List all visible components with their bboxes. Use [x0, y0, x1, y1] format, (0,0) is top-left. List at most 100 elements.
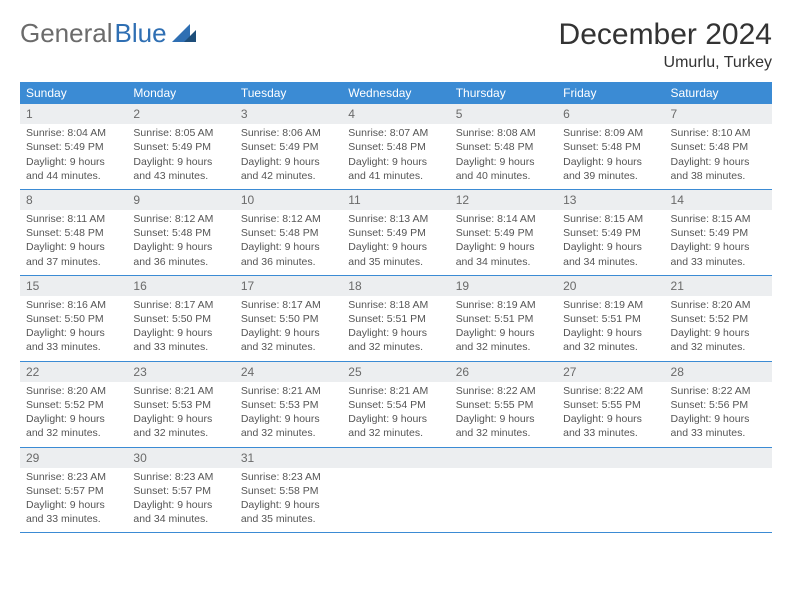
day-number: 12	[450, 190, 557, 210]
cell-body: Sunrise: 8:22 AMSunset: 5:56 PMDaylight:…	[665, 382, 772, 447]
logo-sail-icon	[172, 24, 196, 44]
daylight-text: Daylight: 9 hours and 32 minutes.	[26, 412, 121, 440]
day-header-row: SundayMondayTuesdayWednesdayThursdayFrid…	[20, 82, 772, 104]
cell-body: Sunrise: 8:23 AMSunset: 5:57 PMDaylight:…	[20, 468, 127, 533]
sunrise-text: Sunrise: 8:13 AM	[348, 212, 443, 226]
sunset-text: Sunset: 5:49 PM	[671, 226, 766, 240]
calendar-cell: 24Sunrise: 8:21 AMSunset: 5:53 PMDayligh…	[235, 362, 342, 447]
day-number: 30	[127, 448, 234, 468]
sunset-text: Sunset: 5:53 PM	[241, 398, 336, 412]
daylight-text: Daylight: 9 hours and 32 minutes.	[133, 412, 228, 440]
daylight-text: Daylight: 9 hours and 33 minutes.	[26, 326, 121, 354]
cell-body: Sunrise: 8:21 AMSunset: 5:54 PMDaylight:…	[342, 382, 449, 447]
daylight-text: Daylight: 9 hours and 34 minutes.	[456, 240, 551, 268]
cell-body: Sunrise: 8:17 AMSunset: 5:50 PMDaylight:…	[235, 296, 342, 361]
daylight-text: Daylight: 9 hours and 32 minutes.	[348, 326, 443, 354]
cell-body: Sunrise: 8:18 AMSunset: 5:51 PMDaylight:…	[342, 296, 449, 361]
day-number: 13	[557, 190, 664, 210]
calendar-cell	[665, 448, 772, 533]
sunset-text: Sunset: 5:49 PM	[563, 226, 658, 240]
day-number: 19	[450, 276, 557, 296]
sunrise-text: Sunrise: 8:23 AM	[241, 470, 336, 484]
cell-body: Sunrise: 8:12 AMSunset: 5:48 PMDaylight:…	[127, 210, 234, 275]
day-header: Monday	[127, 82, 234, 104]
day-number	[557, 448, 664, 468]
sunset-text: Sunset: 5:56 PM	[671, 398, 766, 412]
sunset-text: Sunset: 5:53 PM	[133, 398, 228, 412]
day-number	[450, 448, 557, 468]
sunrise-text: Sunrise: 8:15 AM	[671, 212, 766, 226]
calendar-cell	[342, 448, 449, 533]
day-number: 17	[235, 276, 342, 296]
calendar-cell: 20Sunrise: 8:19 AMSunset: 5:51 PMDayligh…	[557, 276, 664, 361]
week-row: 8Sunrise: 8:11 AMSunset: 5:48 PMDaylight…	[20, 190, 772, 276]
day-number: 23	[127, 362, 234, 382]
sunrise-text: Sunrise: 8:17 AM	[133, 298, 228, 312]
cell-body: Sunrise: 8:11 AMSunset: 5:48 PMDaylight:…	[20, 210, 127, 275]
daylight-text: Daylight: 9 hours and 33 minutes.	[671, 240, 766, 268]
sunset-text: Sunset: 5:48 PM	[563, 140, 658, 154]
daylight-text: Daylight: 9 hours and 32 minutes.	[348, 412, 443, 440]
day-number: 7	[665, 104, 772, 124]
sunrise-text: Sunrise: 8:22 AM	[456, 384, 551, 398]
header: GeneralBlue December 2024 Umurlu, Turkey	[20, 18, 772, 72]
sunrise-text: Sunrise: 8:21 AM	[133, 384, 228, 398]
sunset-text: Sunset: 5:57 PM	[133, 484, 228, 498]
sunset-text: Sunset: 5:55 PM	[563, 398, 658, 412]
sunset-text: Sunset: 5:51 PM	[563, 312, 658, 326]
daylight-text: Daylight: 9 hours and 32 minutes.	[241, 326, 336, 354]
cell-body: Sunrise: 8:20 AMSunset: 5:52 PMDaylight:…	[20, 382, 127, 447]
week-row: 15Sunrise: 8:16 AMSunset: 5:50 PMDayligh…	[20, 276, 772, 362]
daylight-text: Daylight: 9 hours and 33 minutes.	[671, 412, 766, 440]
cell-body: Sunrise: 8:21 AMSunset: 5:53 PMDaylight:…	[235, 382, 342, 447]
sunrise-text: Sunrise: 8:22 AM	[563, 384, 658, 398]
calendar-cell: 30Sunrise: 8:23 AMSunset: 5:57 PMDayligh…	[127, 448, 234, 533]
daylight-text: Daylight: 9 hours and 44 minutes.	[26, 155, 121, 183]
sunrise-text: Sunrise: 8:14 AM	[456, 212, 551, 226]
day-header: Friday	[557, 82, 664, 104]
day-number: 2	[127, 104, 234, 124]
cell-body: Sunrise: 8:20 AMSunset: 5:52 PMDaylight:…	[665, 296, 772, 361]
sunrise-text: Sunrise: 8:20 AM	[671, 298, 766, 312]
sunrise-text: Sunrise: 8:23 AM	[133, 470, 228, 484]
sunset-text: Sunset: 5:49 PM	[456, 226, 551, 240]
cell-body: Sunrise: 8:14 AMSunset: 5:49 PMDaylight:…	[450, 210, 557, 275]
calendar-cell	[557, 448, 664, 533]
calendar-cell: 25Sunrise: 8:21 AMSunset: 5:54 PMDayligh…	[342, 362, 449, 447]
sunrise-text: Sunrise: 8:18 AM	[348, 298, 443, 312]
weeks-container: 1Sunrise: 8:04 AMSunset: 5:49 PMDaylight…	[20, 104, 772, 533]
day-number	[342, 448, 449, 468]
calendar-cell: 11Sunrise: 8:13 AMSunset: 5:49 PMDayligh…	[342, 190, 449, 275]
sunset-text: Sunset: 5:48 PM	[241, 226, 336, 240]
daylight-text: Daylight: 9 hours and 33 minutes.	[133, 326, 228, 354]
sunset-text: Sunset: 5:50 PM	[133, 312, 228, 326]
week-row: 22Sunrise: 8:20 AMSunset: 5:52 PMDayligh…	[20, 362, 772, 448]
calendar-cell: 28Sunrise: 8:22 AMSunset: 5:56 PMDayligh…	[665, 362, 772, 447]
cell-body: Sunrise: 8:22 AMSunset: 5:55 PMDaylight:…	[450, 382, 557, 447]
sunset-text: Sunset: 5:52 PM	[26, 398, 121, 412]
calendar-cell: 1Sunrise: 8:04 AMSunset: 5:49 PMDaylight…	[20, 104, 127, 189]
day-number: 5	[450, 104, 557, 124]
daylight-text: Daylight: 9 hours and 33 minutes.	[563, 412, 658, 440]
day-number: 15	[20, 276, 127, 296]
sunset-text: Sunset: 5:49 PM	[348, 226, 443, 240]
sunset-text: Sunset: 5:57 PM	[26, 484, 121, 498]
sunrise-text: Sunrise: 8:23 AM	[26, 470, 121, 484]
day-header: Tuesday	[235, 82, 342, 104]
calendar-cell	[450, 448, 557, 533]
cell-body: Sunrise: 8:06 AMSunset: 5:49 PMDaylight:…	[235, 124, 342, 189]
sunset-text: Sunset: 5:49 PM	[26, 140, 121, 154]
week-row: 1Sunrise: 8:04 AMSunset: 5:49 PMDaylight…	[20, 104, 772, 190]
sunrise-text: Sunrise: 8:16 AM	[26, 298, 121, 312]
day-header: Thursday	[450, 82, 557, 104]
daylight-text: Daylight: 9 hours and 36 minutes.	[241, 240, 336, 268]
cell-body: Sunrise: 8:23 AMSunset: 5:57 PMDaylight:…	[127, 468, 234, 533]
cell-body: Sunrise: 8:15 AMSunset: 5:49 PMDaylight:…	[557, 210, 664, 275]
cell-body: Sunrise: 8:19 AMSunset: 5:51 PMDaylight:…	[557, 296, 664, 361]
logo-text-blue: Blue	[115, 18, 167, 49]
cell-body: Sunrise: 8:21 AMSunset: 5:53 PMDaylight:…	[127, 382, 234, 447]
sunrise-text: Sunrise: 8:08 AM	[456, 126, 551, 140]
calendar-cell: 7Sunrise: 8:10 AMSunset: 5:48 PMDaylight…	[665, 104, 772, 189]
cell-body: Sunrise: 8:12 AMSunset: 5:48 PMDaylight:…	[235, 210, 342, 275]
location-subtitle: Umurlu, Turkey	[559, 54, 772, 72]
